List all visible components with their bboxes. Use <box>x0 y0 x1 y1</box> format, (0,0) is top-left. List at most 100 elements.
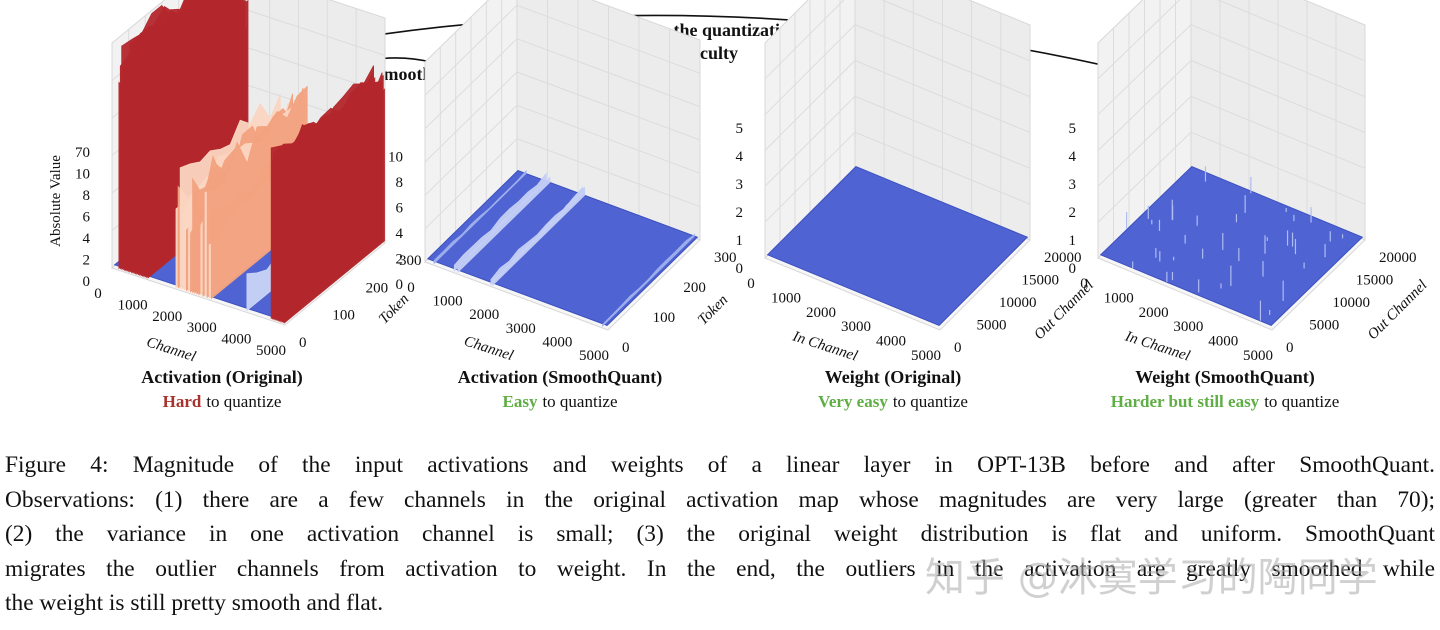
x-tick-label: 3000 <box>506 321 536 337</box>
x-tick-label: 0 <box>94 286 102 302</box>
z-tick-label: 2 <box>396 252 404 268</box>
x-tick-label: 3000 <box>841 319 871 335</box>
panel-title: Weight (Original) <box>825 367 962 388</box>
verdict-rest: to quantize <box>893 392 968 411</box>
verdict: Harder but still easy <box>1111 392 1260 411</box>
surface <box>426 170 699 326</box>
x-tick-label: 1000 <box>771 290 801 306</box>
figure: Migrate the quantization difficulty Smoo… <box>48 0 1431 411</box>
x-tick-label: 2000 <box>152 309 182 325</box>
watermark: 知乎 @沐寞学习的陶同学 <box>925 555 1378 601</box>
y-tick-label: 5000 <box>1309 318 1339 334</box>
z-tick-label: 8 <box>396 175 404 191</box>
panel-subtitle: Easy to quantize <box>502 392 617 411</box>
surface <box>766 166 1029 326</box>
x-tick-label: 2000 <box>469 307 499 323</box>
wall-grid <box>424 4 701 96</box>
surface-ridge <box>433 169 527 265</box>
z-tick-label: 4 <box>1069 149 1077 165</box>
panel-subtitle: Hard to quantize <box>163 392 282 411</box>
z-tick-label: 5 <box>736 121 744 137</box>
y-tick-label: 15000 <box>1022 273 1060 289</box>
x-tick-label: 5000 <box>911 348 941 364</box>
z-tick-label: 10 <box>388 150 403 166</box>
y-tick-label: 200 <box>366 280 389 296</box>
verdict-rest: to quantize <box>206 392 281 411</box>
x-tick-label: 3000 <box>1173 319 1203 335</box>
z-tick-label: 0 <box>736 261 744 277</box>
x-axis-label: Channel <box>144 334 197 365</box>
y-tick-label: 20000 <box>1379 250 1417 266</box>
wall-grid <box>1097 0 1366 80</box>
z-tick-label: 2 <box>83 253 91 269</box>
z-tick-label: 4 <box>396 226 404 242</box>
z-axis-label: Absolute Value <box>48 155 64 247</box>
y-tick-label: 100 <box>653 310 676 326</box>
caption-line: Figure 4: Magnitude of the input activat… <box>5 452 1435 478</box>
z-tick-label: 70 <box>75 145 90 161</box>
y-tick-label: 10000 <box>999 295 1037 311</box>
caption: Figure 4: Magnitude of the input activat… <box>5 448 1435 621</box>
verdict-rest: to quantize <box>542 392 617 411</box>
panel-title: Activation (SmoothQuant) <box>458 367 663 388</box>
caption-line: migrates the outlier channels from activ… <box>5 555 1435 582</box>
z-tick-label: 6 <box>396 201 404 217</box>
x-tick-label: 2000 <box>806 305 836 321</box>
x-tick-label: 1000 <box>1104 290 1134 306</box>
verdict-rest: to quantize <box>1264 392 1339 411</box>
x-axis-label: Channel <box>462 333 515 364</box>
panel-subtitle: Harder but still easy to quantize <box>1111 392 1340 411</box>
y-tick-label: 5000 <box>977 318 1007 334</box>
z-tick-label: 3 <box>736 177 744 193</box>
z-tick-label: 6 <box>83 210 91 226</box>
x-tick-label: 4000 <box>221 332 251 348</box>
z-tick-label: 10 <box>75 167 90 183</box>
z-tick-label: 8 <box>83 188 91 204</box>
z-tick-label: 5 <box>1069 121 1077 137</box>
y-axis-label: Token <box>695 292 731 328</box>
y-tick-label: 300 <box>714 250 737 266</box>
surface-ridge <box>457 176 551 274</box>
x-tick-label: 0 <box>407 280 415 296</box>
z-tick-label: 1 <box>736 233 744 249</box>
z-tick-label: 3 <box>1069 177 1077 193</box>
y-tick-label: 0 <box>622 340 630 356</box>
x-tick-label: 5000 <box>1243 348 1273 364</box>
verdict: Easy <box>502 392 537 411</box>
surface-ridge <box>492 186 586 287</box>
caption-line: Observations: (1) there are a few channe… <box>5 486 1435 513</box>
x-tick-label: 1000 <box>118 297 148 313</box>
y-tick-label: 20000 <box>1044 250 1082 266</box>
x-tick-label: 1000 <box>433 294 463 310</box>
arrow-label: Smooth <box>373 64 432 84</box>
z-tick-label: 2 <box>1069 205 1077 221</box>
surface-ridge <box>284 88 385 324</box>
z-tick-label: 0 <box>396 277 404 293</box>
x-tick-label: 4000 <box>542 334 572 350</box>
panel-title: Weight (SmoothQuant) <box>1135 367 1315 388</box>
x-tick-label: 3000 <box>187 320 217 336</box>
y-tick-label: 0 <box>1286 340 1294 356</box>
y-axis-label: Token <box>376 291 412 327</box>
y-tick-label: 200 <box>683 280 706 296</box>
x-tick-label: 5000 <box>579 348 609 364</box>
y-tick-label: 300 <box>399 253 422 269</box>
z-tick-label: 0 <box>83 274 91 290</box>
x-tick-label: 5000 <box>256 343 286 359</box>
surface <box>1099 166 1364 326</box>
wall-grid <box>764 0 1031 80</box>
panel-title: Activation (Original) <box>141 367 302 388</box>
z-tick-label: 1 <box>1069 233 1077 249</box>
y-tick-label: 10000 <box>1333 295 1371 311</box>
caption-line: (2) the variance in one activation chann… <box>5 521 1435 547</box>
x-tick-label: 0 <box>747 276 755 292</box>
x-tick-label: 4000 <box>1208 334 1238 350</box>
caption-line: the weight is still pretty smooth and fl… <box>5 590 384 616</box>
y-tick-label: 0 <box>299 335 307 351</box>
surface-ridge <box>602 233 695 327</box>
verdict: Very easy <box>818 392 888 411</box>
